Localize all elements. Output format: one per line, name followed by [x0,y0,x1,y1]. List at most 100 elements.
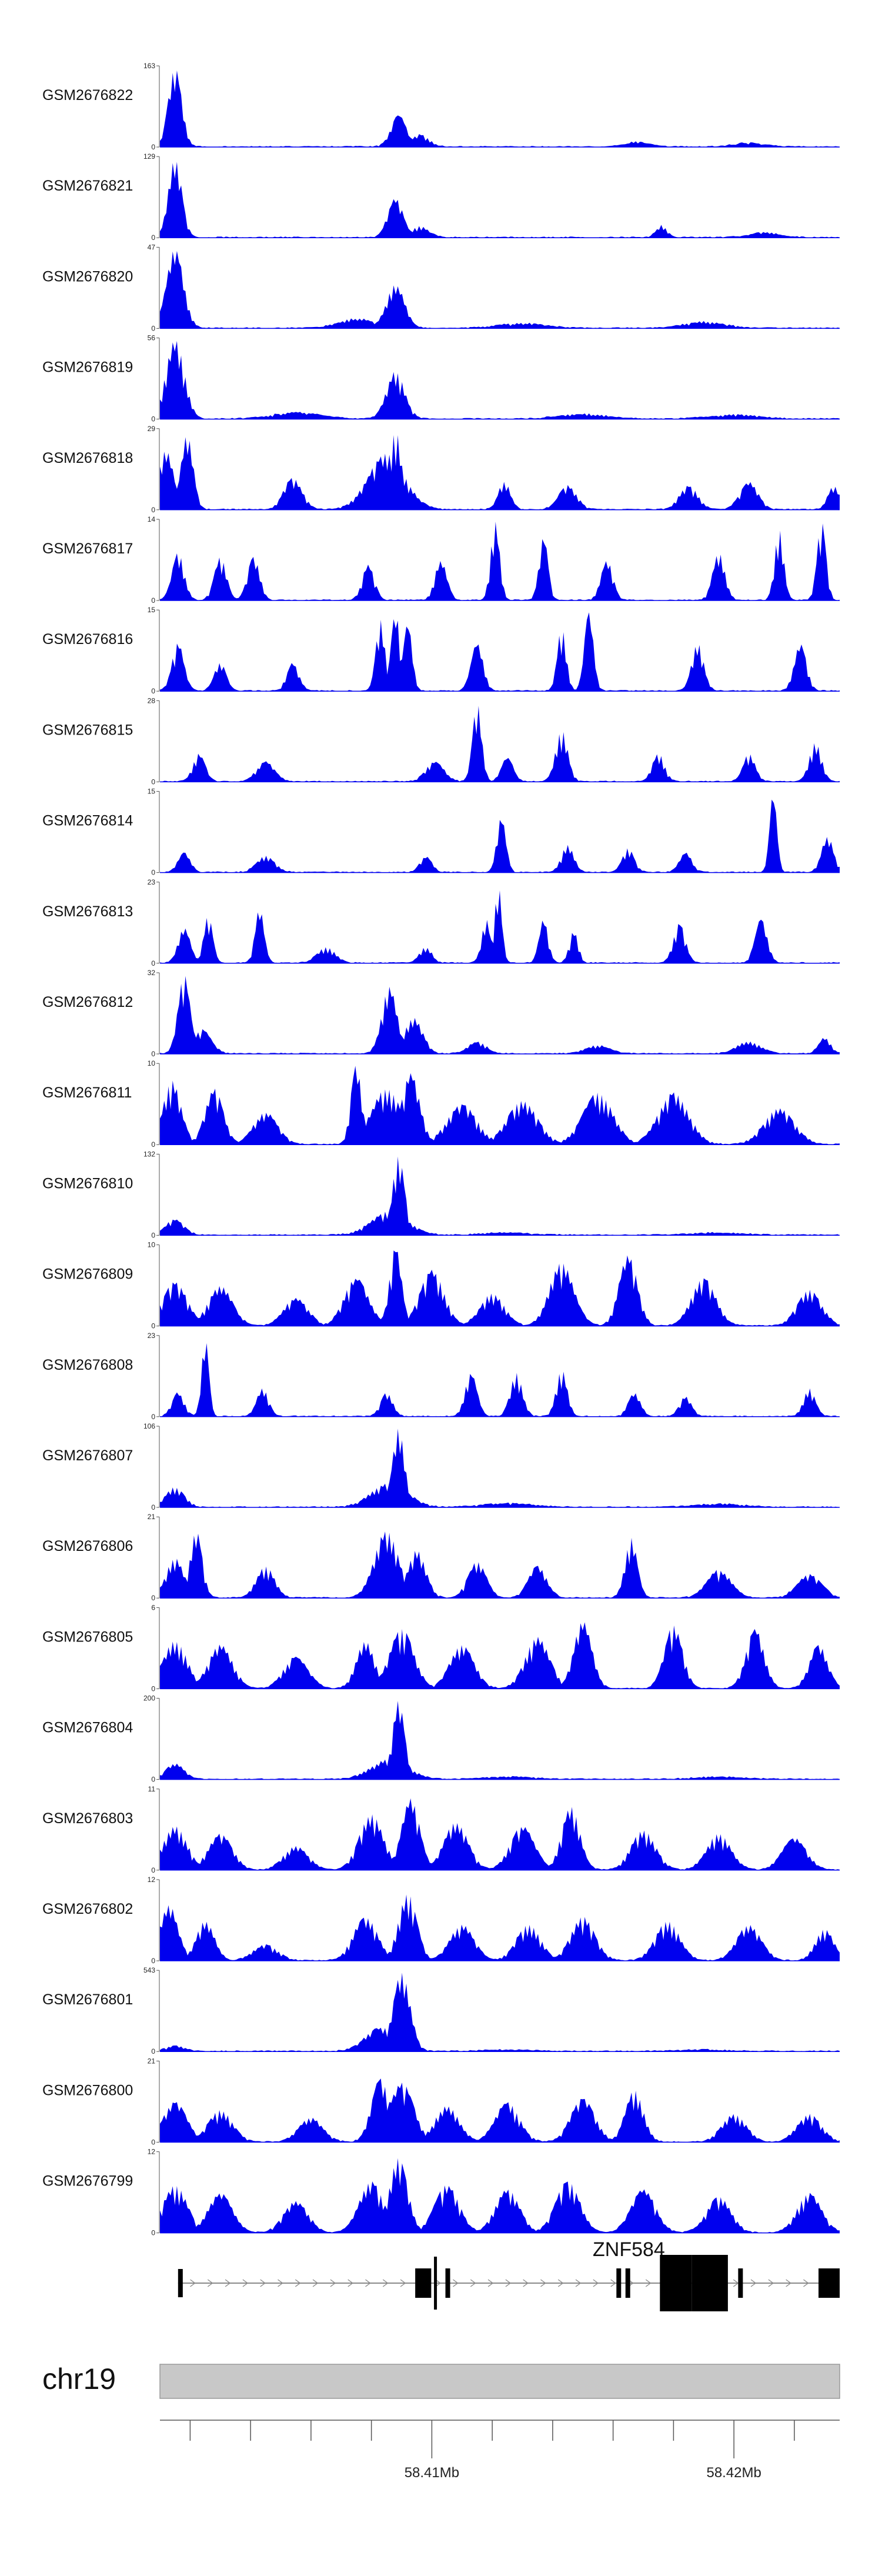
track-coverage-area [160,890,840,963]
gene-exon-block [691,2255,728,2311]
track-GSM2676819: GSM2676819 56 0 [42,334,840,423]
track-max-label: 23 [148,1332,156,1340]
track-min-label: 0 [151,1866,155,1874]
track-max-label: 106 [143,1422,155,1430]
track-coverage-area [160,341,840,419]
signal-tracks: GSM26768221630GSM26768211290GSM267682047… [42,62,840,2237]
track-coverage-area [160,1973,840,2052]
track-label: GSM2676805 [42,1629,133,1645]
track-min-label: 0 [151,778,155,786]
gene-exon-block [616,2268,622,2298]
track-coverage-area [160,612,840,692]
strand-arrow-icon [575,2279,582,2287]
track-min-label: 0 [151,1322,155,1330]
track-label: GSM2676816 [42,631,133,648]
track-label: GSM2676819 [42,359,133,376]
track-GSM2676818: GSM2676818 29 0 [42,425,840,514]
strand-arrow-icon [312,2279,319,2287]
track-label: GSM2676822 [42,87,133,104]
track-label: GSM2676818 [42,450,133,466]
gene-exon-block [445,2268,450,2298]
track-min-label: 0 [151,415,155,423]
track-min-label: 0 [151,959,155,967]
strand-arrow-icon [505,2279,512,2287]
strand-arrow-icon [610,2279,616,2287]
track-label: GSM2676815 [42,722,133,738]
track-coverage-area [160,706,840,782]
track-coverage-area [160,2078,840,2143]
track-GSM2676804: GSM2676804 200 0 [42,1694,840,1784]
track-max-label: 29 [148,425,156,433]
track-min-label: 0 [151,869,155,877]
track-label: GSM2676809 [42,1266,133,1283]
track-coverage-area [160,1531,840,1599]
track-label: GSM2676817 [42,540,133,557]
track-GSM2676812: GSM2676812 32 0 [42,969,840,1058]
strand-arrow-icon [330,2279,336,2287]
strand-arrow-icon [768,2279,774,2287]
track-GSM2676809: GSM2676809 10 0 [42,1241,840,1330]
gene-exon-block [818,2268,840,2298]
track-label: GSM2676799 [42,2173,133,2190]
strand-arrow-icon [190,2279,196,2287]
track-min-label: 0 [151,2047,155,2056]
strand-arrow-icon [733,2279,739,2287]
gene-exon-block [738,2268,743,2298]
gene-exon-block [178,2269,183,2297]
strand-arrow-icon [365,2279,371,2287]
track-max-label: 12 [148,2148,156,2156]
track-coverage-area [160,1798,840,1870]
track-min-label: 0 [151,1957,155,1965]
track-max-label: 56 [148,334,156,342]
track-min-label: 0 [151,143,155,151]
track-coverage-area [160,2158,840,2233]
track-max-label: 200 [143,1694,155,1703]
track-min-label: 0 [151,324,155,332]
track-max-label: 6 [151,1603,155,1611]
track-coverage-area [160,522,840,600]
track-GSM2676808: GSM2676808 23 0 [42,1332,840,1421]
strand-arrow-icon [523,2279,529,2287]
track-GSM2676807: GSM2676807 106 0 [42,1422,840,1511]
gene-model-track: ZNF584 [178,2238,840,2311]
chromosome-label: chr19 [42,2363,116,2395]
track-coverage-area [160,435,840,510]
track-GSM2676803: GSM2676803 11 0 [42,1785,840,1874]
track-GSM2676801: GSM2676801 543 0 [42,1966,840,2056]
strand-arrow-icon [593,2279,599,2287]
strand-arrow-icon [295,2279,301,2287]
track-coverage-area [160,1343,840,1417]
strand-arrow-icon [242,2279,249,2287]
track-GSM2676800: GSM2676800 21 0 [42,2057,840,2146]
strand-arrow-icon [435,2279,441,2287]
track-label: GSM2676800 [42,2082,133,2098]
track-GSM2676817: GSM2676817 14 0 [42,515,840,605]
strand-arrow-icon [453,2279,459,2287]
track-label: GSM2676820 [42,268,133,285]
strand-arrow-icon [260,2279,266,2287]
track-min-label: 0 [151,506,155,514]
track-max-label: 132 [143,1150,155,1158]
track-coverage-area [160,799,840,873]
track-GSM2676815: GSM2676815 28 0 [42,696,840,786]
track-coverage-area [160,1701,840,1780]
track-max-label: 129 [143,152,155,161]
track-label: GSM2676812 [42,994,133,1010]
track-label: GSM2676802 [42,1901,133,1917]
strand-arrow-icon [750,2279,757,2287]
track-GSM2676822: GSM2676822 163 0 [42,62,840,151]
track-max-label: 21 [148,1513,156,1521]
track-min-label: 0 [151,233,155,242]
track-label: GSM2676807 [42,1447,133,1464]
track-min-label: 0 [151,1140,155,1149]
axis-tick-label: 58.41Mb [405,2465,459,2481]
track-coverage-area [160,976,840,1054]
track-GSM2676806: GSM2676806 21 0 [42,1513,840,1602]
track-max-label: 163 [143,62,155,70]
track-max-label: 10 [148,1059,156,1067]
strand-arrow-icon [278,2279,283,2287]
track-min-label: 0 [151,2138,155,2146]
track-min-label: 0 [151,1684,155,1693]
track-label: GSM2676810 [42,1175,133,1192]
